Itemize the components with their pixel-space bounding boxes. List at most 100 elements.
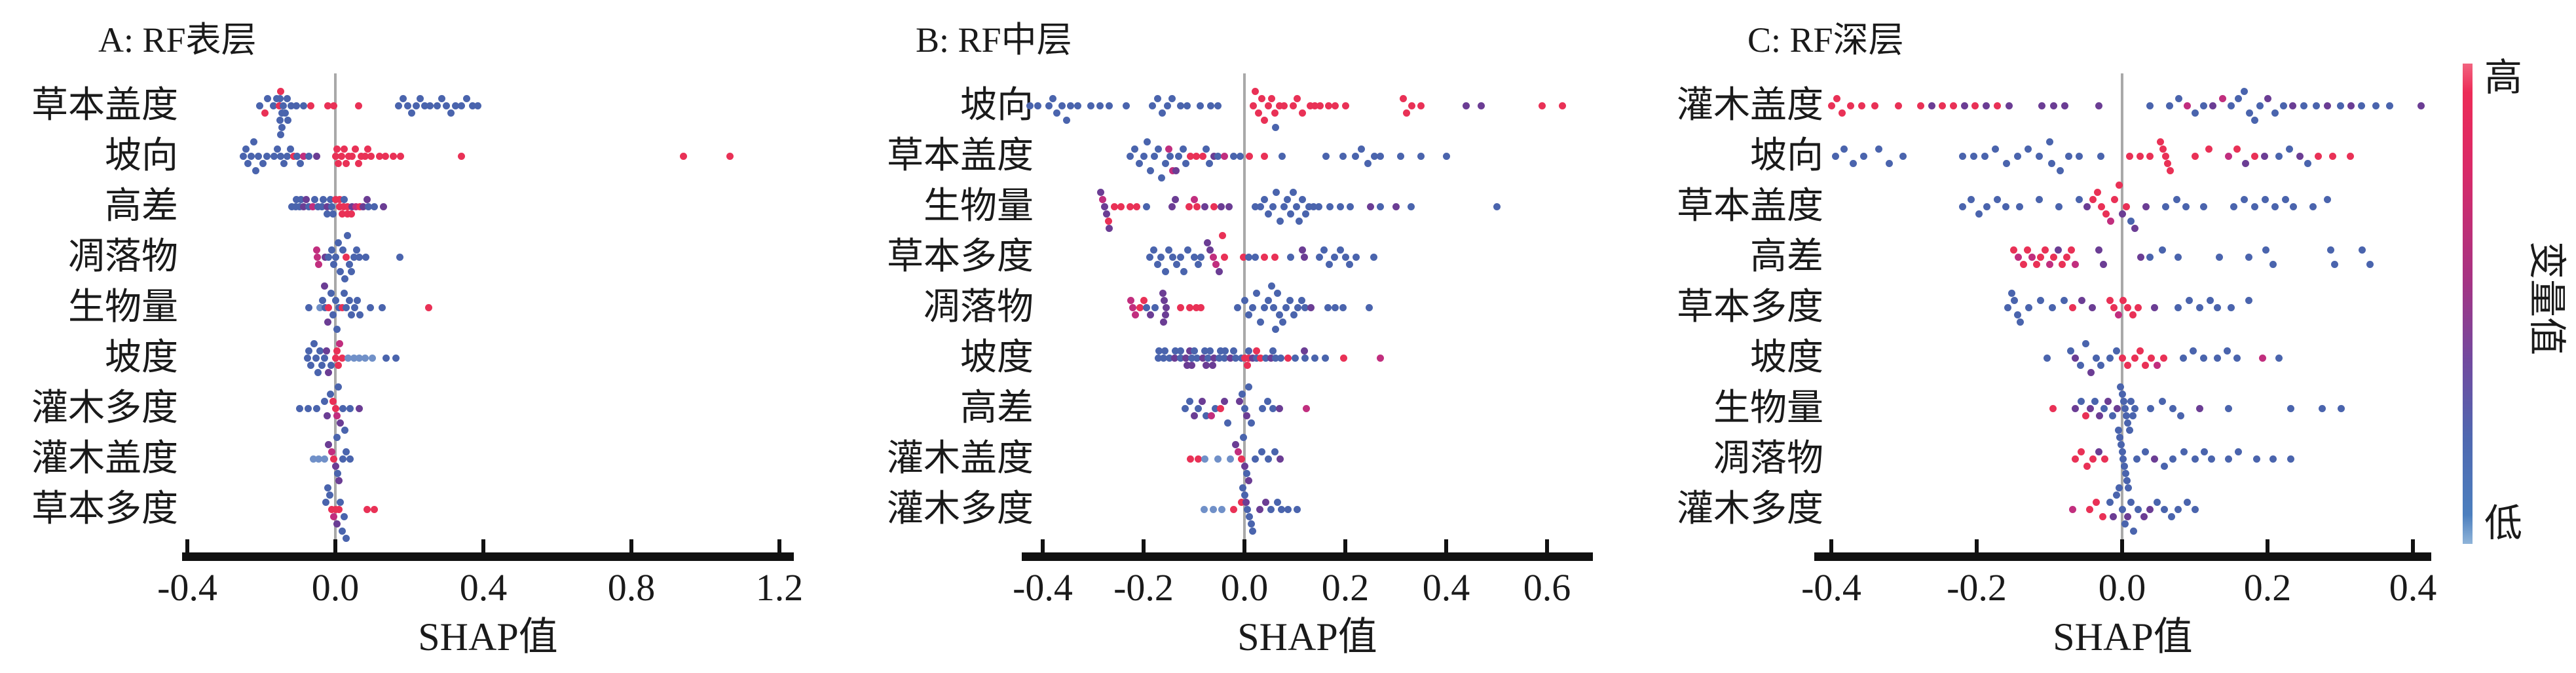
data-point (1967, 195, 1975, 203)
data-point (2164, 159, 2172, 167)
data-point (1261, 354, 1269, 362)
data-point (1172, 260, 1180, 268)
data-point (2088, 303, 2096, 311)
data-point (305, 347, 313, 355)
data-point (313, 246, 321, 254)
x-axis-tick-label: 0.6 (1523, 566, 1571, 609)
data-point (2385, 102, 2393, 109)
data-point (1154, 145, 1162, 153)
data-point (2106, 498, 2114, 506)
data-point (1206, 102, 1214, 109)
data-point (2095, 448, 2102, 455)
data-point (2213, 354, 2221, 362)
data-point (1303, 404, 1311, 412)
y-axis-variable-label: 灌木多度 (31, 388, 178, 429)
data-point (1106, 224, 1113, 232)
data-point (1247, 419, 1255, 427)
data-point (295, 404, 303, 412)
data-point (1871, 102, 1879, 109)
data-point (1187, 152, 1195, 160)
data-point (2200, 448, 2208, 455)
data-point (1163, 303, 1170, 311)
data-point (2142, 448, 2150, 455)
colorbar-high-label: 高 (2484, 56, 2523, 99)
data-point (1993, 195, 2001, 203)
data-point (1172, 347, 1179, 355)
data-point (1270, 303, 1278, 311)
data-point (1392, 202, 1400, 210)
data-point (329, 311, 337, 318)
data-point (321, 253, 329, 261)
data-point (1063, 116, 1071, 124)
data-point (338, 210, 346, 218)
data-point (1886, 159, 1894, 167)
data-point (1296, 217, 1303, 225)
data-point (2035, 195, 2043, 203)
data-point (2329, 152, 2337, 160)
data-point (2271, 109, 2279, 117)
data-point (1258, 94, 1265, 102)
data-point (1291, 354, 1299, 362)
data-point (1239, 484, 1247, 491)
data-point (1034, 102, 1041, 109)
data-point (2082, 412, 2089, 419)
data-point (1268, 282, 1276, 290)
data-point (320, 354, 328, 362)
data-point (2050, 253, 2058, 261)
data-point (2323, 195, 2331, 203)
data-point (2106, 217, 2114, 225)
data-point (325, 253, 333, 261)
data-point (1241, 404, 1248, 412)
data-point (2125, 426, 2133, 434)
data-point (1278, 505, 1286, 513)
data-point (314, 202, 322, 210)
data-point (1147, 311, 1155, 318)
data-point (1158, 174, 1166, 182)
data-point (2044, 354, 2051, 362)
data-point (2240, 87, 2248, 95)
y-axis-variable-label: 高差 (1750, 237, 1823, 277)
y-axis-variable-label: 草本多度 (31, 489, 178, 529)
data-point (2096, 412, 2104, 419)
data-point (2086, 404, 2094, 412)
data-point (2130, 527, 2138, 535)
data-point (343, 202, 351, 210)
data-point (264, 94, 272, 102)
data-point (1286, 210, 1294, 218)
data-point (1340, 354, 1348, 362)
data-point (1982, 102, 1990, 109)
data-point (335, 361, 343, 369)
data-point (331, 152, 339, 160)
data-point (325, 303, 333, 311)
zero-reference-line (2121, 73, 2123, 552)
data-point (2191, 152, 2199, 160)
data-point (2117, 383, 2125, 391)
data-point (1274, 289, 1282, 297)
data-point (1244, 383, 1252, 391)
data-point (412, 102, 420, 109)
data-point (293, 195, 301, 203)
data-point (2109, 412, 2117, 419)
data-point (305, 152, 312, 160)
data-point (2119, 455, 2127, 463)
data-point (1130, 145, 1138, 153)
data-point (1263, 397, 1271, 405)
data-point (331, 462, 339, 470)
data-point (2099, 512, 2106, 520)
data-point (1149, 246, 1157, 254)
data-point (1298, 296, 1306, 304)
data-point (1316, 102, 1324, 109)
data-point (1096, 102, 1104, 109)
data-point (1206, 347, 1214, 355)
x-axis-tick-label: -0.2 (1113, 566, 1174, 609)
y-axis-variable-label: 草本盖度 (887, 136, 1034, 176)
data-point (417, 94, 424, 102)
data-point (2256, 102, 2264, 109)
data-point (2184, 498, 2192, 506)
data-point (2002, 202, 2009, 210)
data-point (320, 455, 328, 463)
data-point (1154, 94, 1162, 102)
data-point (2077, 361, 2085, 369)
data-point (345, 354, 352, 362)
data-point (324, 202, 331, 210)
